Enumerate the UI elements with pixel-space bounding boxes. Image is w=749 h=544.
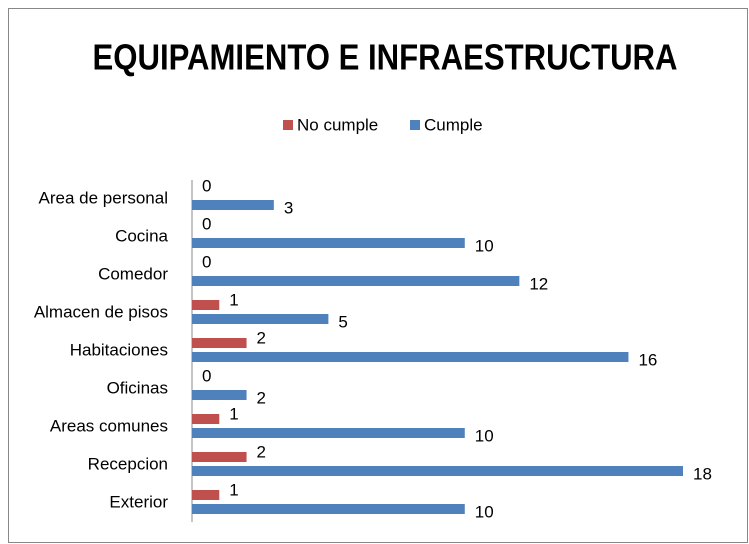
bar [192,466,683,476]
category-label: Cocina [115,226,168,245]
value-label: 16 [638,350,657,369]
value-label: 0 [202,176,211,195]
bar [192,390,247,400]
value-label: 10 [475,502,494,521]
category-label: Almacen de pisos [34,302,168,321]
bar [192,314,329,324]
value-label: 1 [229,480,238,499]
bar [192,428,465,438]
value-label: 2 [257,328,266,347]
value-label: 2 [257,442,266,461]
category-label: Oficinas [107,378,168,397]
bar [192,200,274,210]
category-label: Areas comunes [50,416,168,435]
bar [192,452,247,462]
bar [192,352,629,362]
bar [192,300,220,310]
category-label: Recepcion [88,454,168,473]
value-label: 2 [257,388,266,407]
bar [192,504,465,514]
bar [192,338,247,348]
category-label: Area de personal [39,188,168,207]
legend-swatch [283,120,293,130]
category-label: Comedor [98,264,168,283]
bar [192,276,520,286]
value-label: 5 [338,312,347,331]
category-label: Exterior [109,492,168,511]
value-label: 1 [229,290,238,309]
value-label: 0 [202,366,211,385]
bar [192,238,465,248]
value-label: 10 [475,426,494,445]
legend-swatch [410,120,420,130]
bar [192,490,220,500]
legend-label: Cumple [424,115,483,134]
value-label: 18 [693,464,712,483]
value-label: 1 [229,404,238,423]
chart-title: EQUIPAMIENTO E INFRAESTRUCTURA [93,37,678,78]
legend-label: No cumple [297,115,378,134]
value-label: 12 [529,274,548,293]
category-label: Habitaciones [70,340,168,359]
bar [192,414,220,424]
value-label: 3 [284,198,293,217]
chart-border [8,8,748,543]
value-label: 10 [475,236,494,255]
value-label: 0 [202,252,211,271]
value-label: 0 [202,214,211,233]
